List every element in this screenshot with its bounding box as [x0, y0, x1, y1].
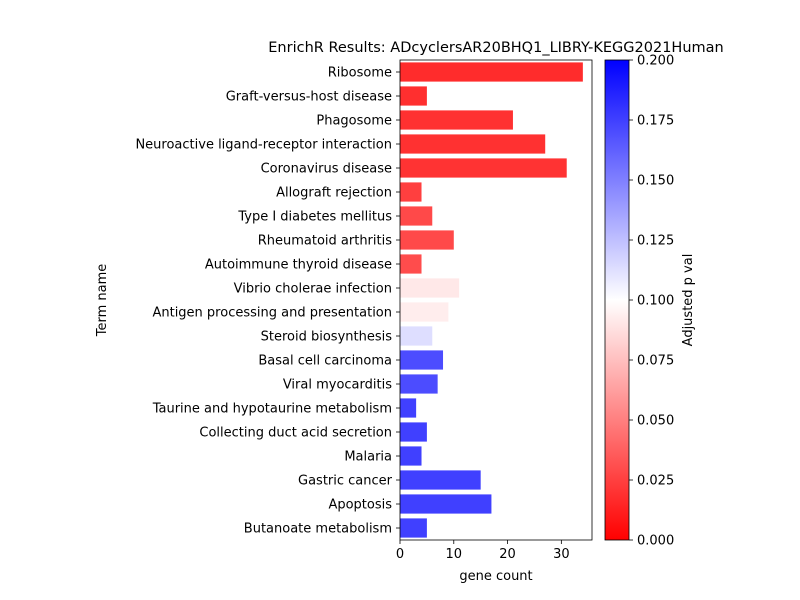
bar	[400, 374, 438, 394]
category-label: Allograft rejection	[276, 186, 392, 201]
bar	[400, 470, 481, 490]
bar	[400, 86, 427, 106]
category-label: Graft-versus-host disease	[226, 90, 392, 105]
colorbar-ticks: 0.000 0.025 0.050 0.075 0.100 0.125 0.150 0.175…	[629, 54, 674, 549]
x-tick-label: 20	[499, 547, 516, 562]
bar	[400, 278, 460, 298]
bar	[400, 62, 583, 82]
category-label: Taurine and hypotaurine metabolism	[152, 402, 392, 417]
category-label: Apoptosis	[328, 498, 392, 513]
bar	[400, 182, 422, 202]
category-label: Type I diabetes mellitus	[237, 210, 392, 225]
category-label: Butanoate metabolism	[244, 522, 392, 537]
category-label: Phagosome	[316, 114, 392, 129]
bar	[400, 134, 546, 154]
chart-title: EnrichR Results: ADcyclersAR20BHQ1_LIBRY…	[268, 40, 723, 56]
colorbar-tick-label: 0.150	[637, 174, 674, 189]
category-label: Collecting duct acid secretion	[199, 426, 392, 441]
bar	[400, 422, 427, 442]
x-tick-label: 30	[553, 547, 570, 562]
colorbar-tick-label: 0.075	[637, 354, 674, 369]
x-axis: 0 10 20 30	[396, 540, 570, 562]
category-label: Malaria	[344, 450, 392, 465]
bar	[400, 254, 422, 274]
bar	[400, 518, 427, 538]
bar	[400, 302, 449, 322]
bars-group	[400, 62, 583, 538]
category-label: Coronavirus disease	[261, 162, 392, 177]
category-label: Viral myocarditis	[283, 378, 392, 393]
bar	[400, 326, 433, 346]
category-label: Ribosome	[328, 66, 392, 81]
x-axis-label: gene count	[459, 569, 532, 584]
category-label: Neuroactive ligand-receptor interaction	[135, 138, 392, 153]
colorbar-tick-label: 0.100	[637, 294, 674, 309]
bar	[400, 230, 454, 250]
colorbar	[604, 59, 630, 541]
category-label: Vibrio cholerae infection	[234, 282, 392, 297]
colorbar-tick-label: 0.175	[637, 114, 674, 129]
category-label: Gastric cancer	[298, 474, 393, 489]
category-label: Steroid biosynthesis	[261, 330, 393, 345]
bar	[400, 206, 433, 226]
bar	[400, 398, 417, 418]
category-label: Rheumatoid arthritis	[258, 234, 392, 249]
bar	[400, 350, 444, 370]
colorbar-label: Adjusted p val	[681, 254, 696, 347]
x-tick-label: 0	[396, 547, 404, 562]
y-axis-label: Term name	[95, 264, 110, 338]
category-labels: Ribosome Graft-versus-host disease Phagoso…	[135, 66, 400, 537]
colorbar-tick-label: 0.000	[637, 534, 674, 549]
bar	[400, 446, 422, 466]
colorbar-tick-label: 0.200	[637, 54, 674, 69]
category-label: Antigen processing and presentation	[152, 306, 392, 321]
category-label: Autoimmune thyroid disease	[205, 258, 392, 273]
bar	[400, 110, 513, 130]
category-label: Basal cell carcinoma	[258, 354, 392, 369]
colorbar-tick-label: 0.125	[637, 234, 674, 249]
plot-frame	[399, 59, 593, 541]
bar	[400, 158, 567, 178]
colorbar-tick-label: 0.050	[637, 414, 674, 429]
colorbar-tick-label: 0.025	[637, 474, 674, 489]
x-tick-label: 10	[446, 547, 463, 562]
bar	[400, 494, 492, 514]
